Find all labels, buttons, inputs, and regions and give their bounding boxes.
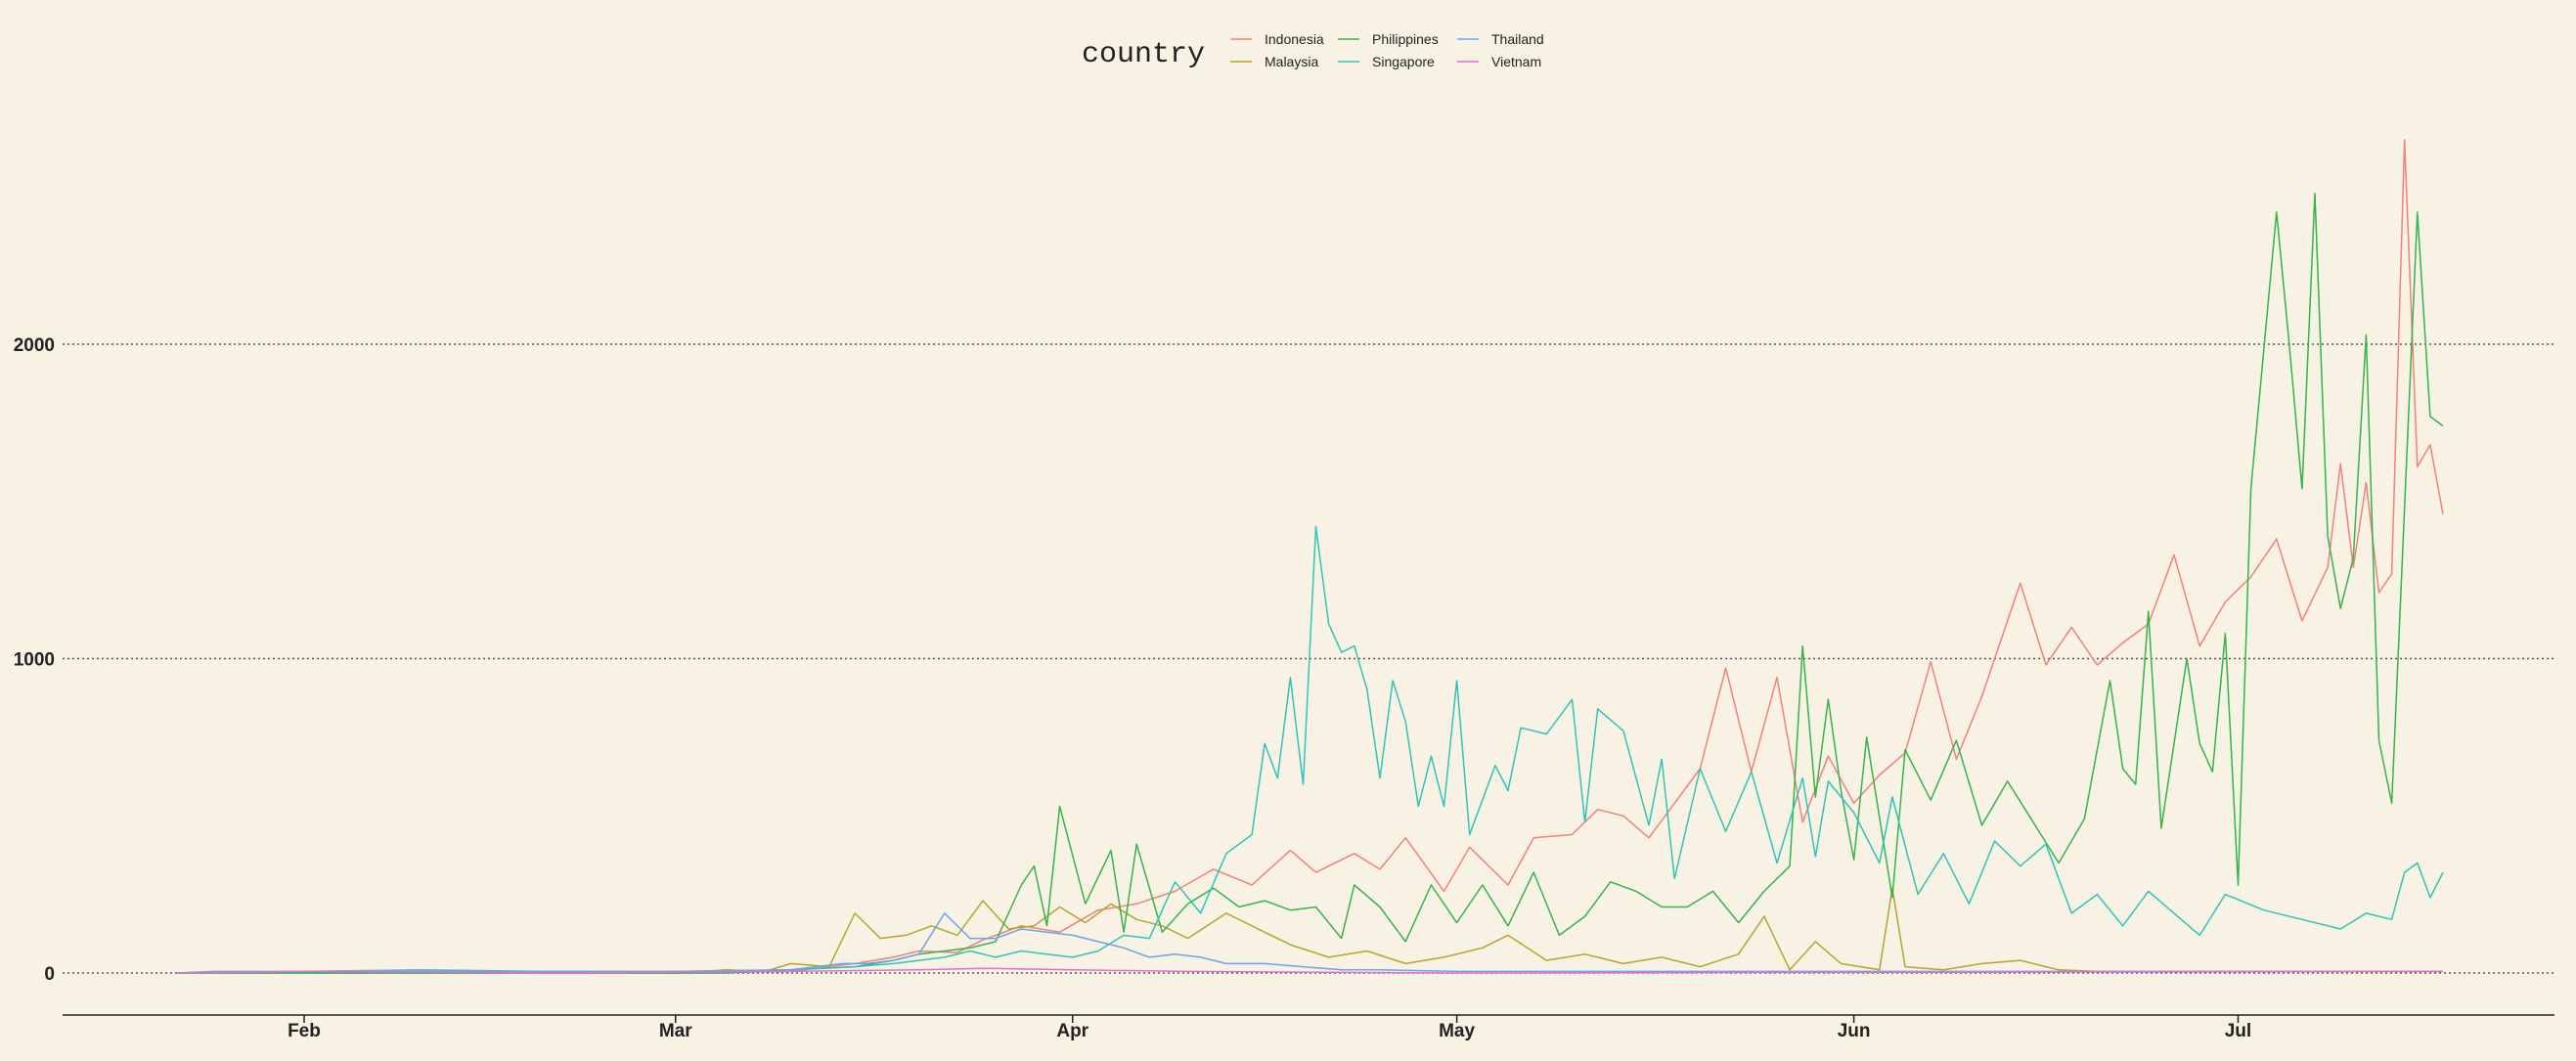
legend-label-malaysia: Malaysia [1265, 54, 1318, 69]
x-tick-label: Jun [1838, 1021, 1871, 1041]
series-line-indonesia [176, 139, 2444, 974]
legend-title: country [1082, 38, 1205, 71]
axes: 0 1000 2000 Feb Mar Apr May Jun Jul [14, 335, 2554, 1041]
series-line-philippines [176, 192, 2444, 974]
x-tick-label: Jul [2225, 1021, 2251, 1041]
x-tick-label: May [1439, 1021, 1475, 1041]
y-tick-label: 0 [44, 964, 55, 985]
legend-label-philippines: Philippines [1372, 31, 1439, 47]
series-line-thailand [175, 912, 2443, 974]
series-line-singapore [175, 525, 2444, 974]
series-lines [175, 139, 2444, 974]
x-tick-label: Apr [1056, 1021, 1088, 1041]
gridlines [63, 343, 2554, 974]
series-line-vietnam [175, 967, 2444, 974]
legend-label-singapore: Singapore [1372, 54, 1435, 69]
series-line-malaysia [176, 887, 2443, 974]
legend: country Indonesia Malaysia Philippines Sing… [1082, 31, 1544, 71]
y-tick-label: 2000 [14, 335, 55, 356]
legend-label-thailand: Thailand [1491, 31, 1544, 47]
x-tick-label: Feb [288, 1021, 321, 1041]
legend-label-indonesia: Indonesia [1265, 31, 1324, 47]
legend-label-vietnam: Vietnam [1491, 54, 1541, 69]
x-tick-label: Mar [659, 1021, 692, 1041]
y-tick-label: 1000 [14, 650, 55, 671]
